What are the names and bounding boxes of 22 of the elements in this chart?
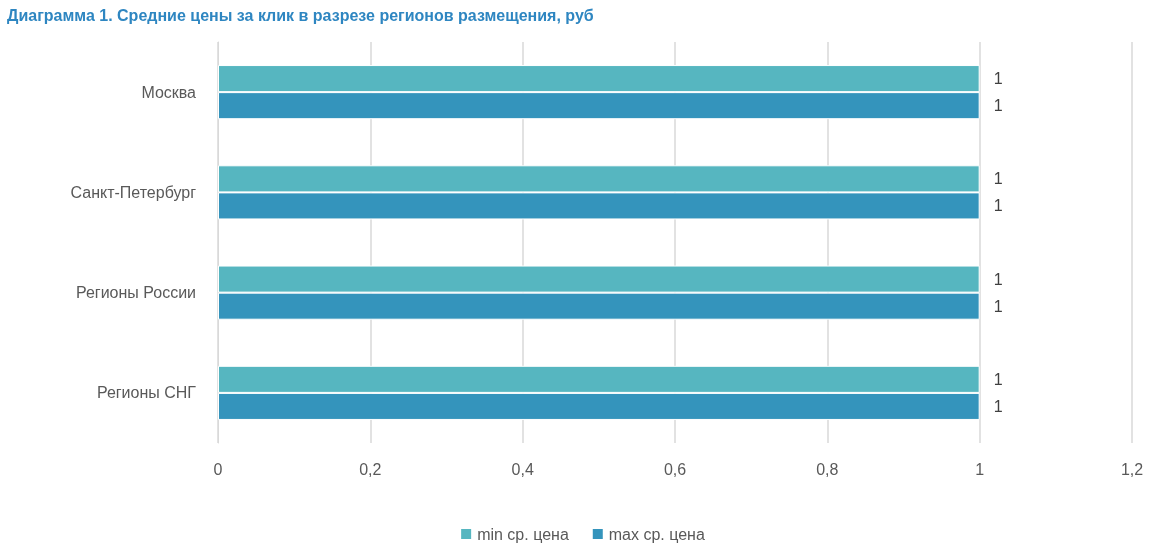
x-tick-label: 0,4 bbox=[511, 460, 534, 478]
x-tick-label: 0,8 bbox=[816, 460, 839, 478]
y-tick-label: Санкт-Петербург bbox=[70, 183, 197, 201]
x-tick-label: 0,6 bbox=[663, 460, 687, 478]
x-tick-label: 0 bbox=[213, 460, 223, 478]
legend-label: min ср. цена bbox=[477, 525, 569, 543]
chart-title: Диаграмма 1. Средние цены за клик в разрезе регионов размещения, руб bbox=[7, 6, 594, 24]
legend-label: max ср. цена bbox=[608, 525, 705, 543]
y-tick-label: Москва bbox=[141, 83, 197, 101]
x-tick-label: 1,2 bbox=[1120, 460, 1144, 478]
data-label: 1 bbox=[993, 397, 1003, 415]
data-label: 1 bbox=[993, 70, 1003, 88]
data-label: 1 bbox=[993, 270, 1003, 288]
data-label: 1 bbox=[993, 170, 1003, 188]
data-label: 1 bbox=[993, 297, 1003, 315]
y-tick-label: Регионы России bbox=[75, 284, 196, 302]
data-label: 1 bbox=[993, 97, 1003, 115]
x-tick-label: 0,2 bbox=[359, 460, 382, 478]
data-label: 1 bbox=[993, 370, 1003, 388]
y-tick-label: Регионы СНГ bbox=[96, 384, 197, 402]
data-label: 1 bbox=[993, 197, 1003, 215]
x-tick-label: 1 bbox=[975, 460, 985, 478]
